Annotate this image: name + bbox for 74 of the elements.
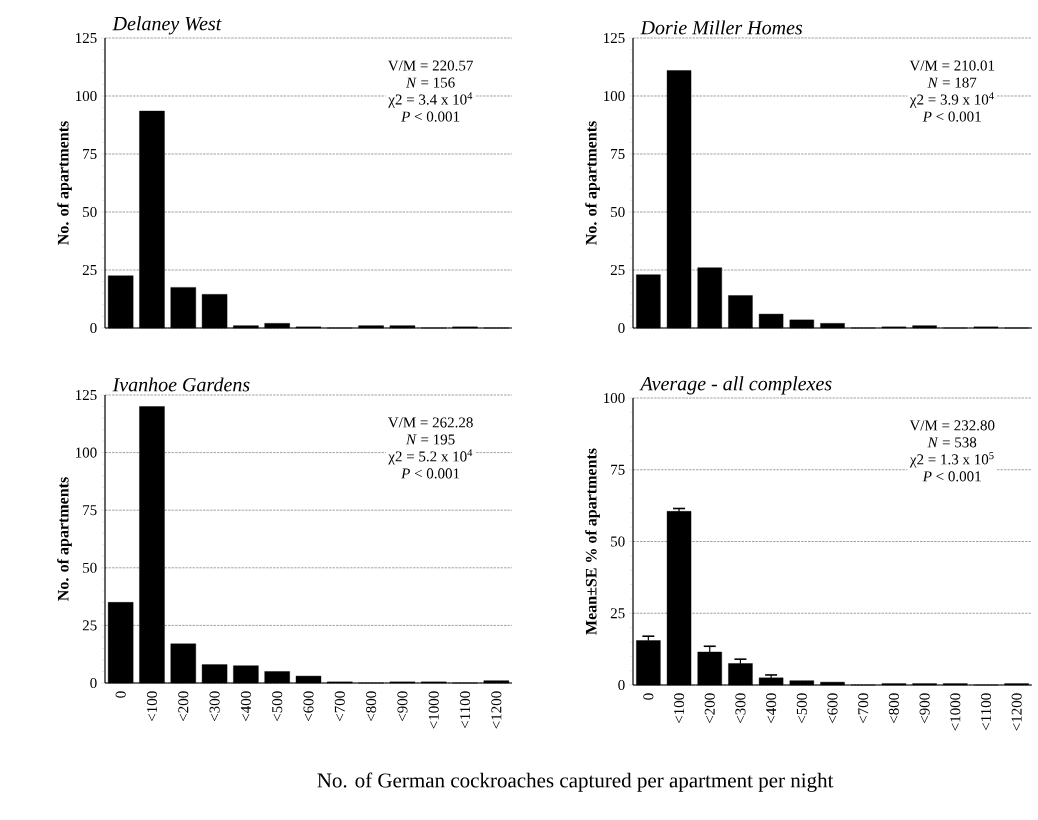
x-tick-label: <200	[704, 693, 715, 724]
y-tick-label: 50	[611, 536, 625, 547]
chart-title: Delaney West	[112, 16, 222, 35]
x-tick-label: <1000	[950, 693, 961, 731]
x-tick-label: <800	[888, 693, 899, 724]
y-tick-label: 100	[604, 392, 625, 404]
x-tick-label: <900	[919, 693, 930, 724]
y-axis-title: No. of apartments	[57, 477, 72, 601]
x-axis-title: No. of German cockroaches captured per apartment per night	[317, 772, 834, 792]
y-tick-label: 75	[611, 464, 625, 475]
y-axis-title: Mean±SE % of apartments	[585, 448, 600, 635]
x-tick-label: <1000	[428, 691, 439, 729]
annotation: P < 0.001	[401, 468, 460, 479]
y-tick-label: 125	[76, 389, 97, 401]
x-tick-label: <300	[209, 691, 220, 722]
annotation: N = 538	[927, 437, 977, 448]
annotation: N = 187	[927, 77, 977, 88]
x-tick-label: <100	[146, 691, 158, 722]
x-tick-label: <500	[796, 693, 807, 724]
y-tick-label: 100	[604, 90, 625, 102]
annotation: V/M = 232.80	[909, 420, 995, 431]
y-tick-label: 50	[83, 562, 97, 573]
y-tick-label: 25	[82, 264, 97, 276]
y-tick-label: 100	[76, 90, 97, 102]
y-tick-label: 75	[83, 505, 97, 516]
y-axis-title: No. of apartments	[585, 121, 600, 245]
annotation: N = 195	[405, 434, 455, 445]
x-tick-label: <100	[673, 693, 685, 724]
y-tick-label: 50	[611, 206, 625, 218]
x-tick-label: <900	[397, 691, 408, 722]
y-tick-label: 25	[610, 608, 625, 619]
x-tick-label: <400	[766, 693, 777, 724]
annotation: P < 0.001	[922, 111, 981, 122]
x-tick-label: <300	[735, 693, 746, 724]
x-tick-label: <600	[303, 691, 314, 722]
y-tick-label: 125	[604, 32, 625, 44]
annotation: χ2 = 3.4 x 10$^{4}$	[388, 92, 473, 108]
chart-title: Dorie Miller Homes	[640, 20, 803, 35]
x-tick-label: <1100	[459, 691, 471, 728]
annotation: P < 0.001	[401, 111, 460, 122]
x-tick-label: <400	[240, 691, 251, 722]
y-tick-label: 75	[83, 149, 97, 159]
x-tick-label: 0	[115, 691, 126, 698]
x-tick-label: <700	[334, 691, 345, 722]
y-tick-label: 100	[76, 447, 97, 458]
x-tick-label: <700	[858, 693, 869, 724]
x-tick-label: <1200	[491, 691, 502, 729]
x-tick-label: <1200	[1011, 693, 1022, 731]
x-tick-label: <500	[272, 691, 283, 722]
y-tick-label: 75	[611, 149, 625, 159]
annotation: N = 156	[405, 77, 455, 88]
annotation: χ2 = 1.3 x 10$^{5}$	[909, 452, 994, 468]
y-tick-label: 25	[82, 620, 97, 631]
annotation: V/M = 262.28	[388, 417, 473, 428]
x-tick-label: <200	[178, 691, 189, 722]
annotation: χ2 = 3.9 x 10$^{4}$	[909, 92, 994, 108]
chart-title: Average - all complexes	[639, 376, 832, 395]
annotation: χ2 = 5.2 x 10$^{4}$	[388, 449, 473, 465]
y-tick-label: 0	[618, 679, 625, 691]
y-tick-label: 125	[76, 32, 97, 44]
y-tick-label: 50	[83, 206, 97, 218]
x-tick-label: <600	[827, 693, 838, 724]
y-tick-label: 0	[90, 322, 97, 334]
y-tick-label: 25	[610, 264, 625, 276]
x-tick-label: <800	[366, 691, 377, 722]
x-tick-label: 0	[643, 693, 654, 700]
annotation: V/M = 210.01	[909, 60, 995, 71]
y-tick-label: 0	[90, 677, 97, 689]
annotation: V/M = 220.57	[388, 60, 473, 71]
annotation: P < 0.001	[922, 471, 981, 482]
x-tick-label: <1100	[980, 693, 992, 730]
chart-title: Ivanhoe Gardens	[112, 377, 250, 392]
y-tick-label: 0	[618, 322, 625, 334]
y-axis-title: No. of apartments	[57, 121, 72, 245]
